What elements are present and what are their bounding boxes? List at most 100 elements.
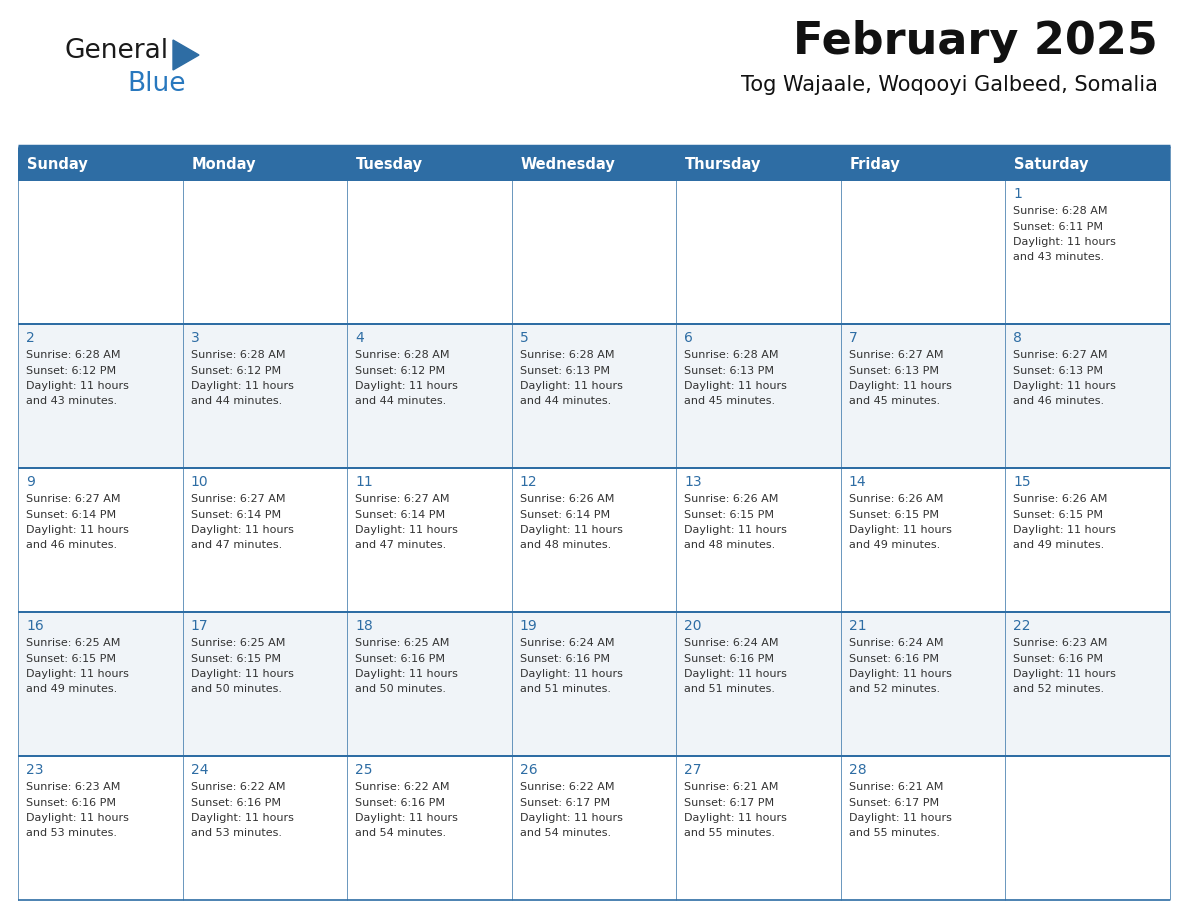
Text: 6: 6 <box>684 331 693 345</box>
Bar <box>347 148 512 180</box>
Text: Sunrise: 6:23 AM: Sunrise: 6:23 AM <box>1013 638 1107 648</box>
Bar <box>347 756 512 900</box>
Bar <box>183 756 347 900</box>
Text: 21: 21 <box>849 619 866 633</box>
Text: and 51 minutes.: and 51 minutes. <box>684 685 776 695</box>
Text: Sunrise: 6:28 AM: Sunrise: 6:28 AM <box>26 350 120 360</box>
Text: Sunrise: 6:28 AM: Sunrise: 6:28 AM <box>684 350 779 360</box>
Bar <box>183 324 347 468</box>
Bar <box>18 180 183 324</box>
Bar <box>841 612 1005 756</box>
Text: Daylight: 11 hours: Daylight: 11 hours <box>519 669 623 679</box>
Bar <box>18 148 183 180</box>
Text: Sunset: 6:14 PM: Sunset: 6:14 PM <box>355 509 446 520</box>
Text: Sunrise: 6:27 AM: Sunrise: 6:27 AM <box>1013 350 1108 360</box>
Text: Daylight: 11 hours: Daylight: 11 hours <box>1013 381 1117 391</box>
Text: Sunset: 6:14 PM: Sunset: 6:14 PM <box>26 509 116 520</box>
Text: and 44 minutes.: and 44 minutes. <box>190 397 282 407</box>
Text: Saturday: Saturday <box>1015 156 1089 172</box>
Text: and 43 minutes.: and 43 minutes. <box>1013 252 1105 263</box>
Text: 13: 13 <box>684 475 702 489</box>
Text: Sunrise: 6:26 AM: Sunrise: 6:26 AM <box>684 494 778 504</box>
Text: and 44 minutes.: and 44 minutes. <box>355 397 447 407</box>
Text: Daylight: 11 hours: Daylight: 11 hours <box>355 381 459 391</box>
Text: February 2025: February 2025 <box>794 20 1158 63</box>
Text: and 51 minutes.: and 51 minutes. <box>519 685 611 695</box>
Bar <box>18 612 183 756</box>
Text: Wednesday: Wednesday <box>520 156 615 172</box>
Text: Sunset: 6:16 PM: Sunset: 6:16 PM <box>1013 654 1104 664</box>
Text: Sunrise: 6:27 AM: Sunrise: 6:27 AM <box>26 494 120 504</box>
Text: Daylight: 11 hours: Daylight: 11 hours <box>849 669 952 679</box>
Text: Daylight: 11 hours: Daylight: 11 hours <box>519 381 623 391</box>
Text: Sunrise: 6:28 AM: Sunrise: 6:28 AM <box>519 350 614 360</box>
Bar <box>1005 324 1170 468</box>
Text: and 47 minutes.: and 47 minutes. <box>355 541 447 551</box>
Text: Sunrise: 6:21 AM: Sunrise: 6:21 AM <box>684 782 778 792</box>
Text: Sunset: 6:15 PM: Sunset: 6:15 PM <box>26 654 116 664</box>
Bar <box>347 324 512 468</box>
Text: Sunset: 6:17 PM: Sunset: 6:17 PM <box>519 798 609 808</box>
Text: 24: 24 <box>190 763 208 777</box>
Bar <box>347 612 512 756</box>
Text: 12: 12 <box>519 475 537 489</box>
Text: 3: 3 <box>190 331 200 345</box>
Text: Sunrise: 6:28 AM: Sunrise: 6:28 AM <box>355 350 449 360</box>
Text: Sunset: 6:14 PM: Sunset: 6:14 PM <box>190 509 280 520</box>
Text: Sunrise: 6:24 AM: Sunrise: 6:24 AM <box>519 638 614 648</box>
Text: and 46 minutes.: and 46 minutes. <box>26 541 118 551</box>
Text: 16: 16 <box>26 619 44 633</box>
Text: Sunset: 6:16 PM: Sunset: 6:16 PM <box>355 798 446 808</box>
Text: 27: 27 <box>684 763 702 777</box>
Text: Sunrise: 6:22 AM: Sunrise: 6:22 AM <box>519 782 614 792</box>
Bar <box>18 468 183 612</box>
Text: Daylight: 11 hours: Daylight: 11 hours <box>1013 669 1117 679</box>
Text: Sunset: 6:14 PM: Sunset: 6:14 PM <box>519 509 609 520</box>
Bar <box>18 324 183 468</box>
Text: 1: 1 <box>1013 187 1023 201</box>
Text: Sunset: 6:16 PM: Sunset: 6:16 PM <box>519 654 609 664</box>
Text: Sunrise: 6:27 AM: Sunrise: 6:27 AM <box>190 494 285 504</box>
Text: Daylight: 11 hours: Daylight: 11 hours <box>190 381 293 391</box>
Text: Sunset: 6:16 PM: Sunset: 6:16 PM <box>849 654 939 664</box>
Text: Sunset: 6:15 PM: Sunset: 6:15 PM <box>684 509 775 520</box>
Text: Sunset: 6:13 PM: Sunset: 6:13 PM <box>519 365 609 375</box>
Bar <box>841 148 1005 180</box>
Bar <box>183 612 347 756</box>
Bar <box>18 756 183 900</box>
Text: Sunset: 6:16 PM: Sunset: 6:16 PM <box>190 798 280 808</box>
Text: Sunset: 6:13 PM: Sunset: 6:13 PM <box>849 365 939 375</box>
Text: Sunrise: 6:26 AM: Sunrise: 6:26 AM <box>849 494 943 504</box>
Text: and 50 minutes.: and 50 minutes. <box>355 685 447 695</box>
Text: 11: 11 <box>355 475 373 489</box>
Text: 20: 20 <box>684 619 702 633</box>
Text: General: General <box>65 38 169 64</box>
Text: Daylight: 11 hours: Daylight: 11 hours <box>1013 525 1117 535</box>
Text: and 55 minutes.: and 55 minutes. <box>684 829 776 838</box>
Text: Sunset: 6:11 PM: Sunset: 6:11 PM <box>1013 221 1104 231</box>
Text: Sunrise: 6:26 AM: Sunrise: 6:26 AM <box>519 494 614 504</box>
Text: Daylight: 11 hours: Daylight: 11 hours <box>355 669 459 679</box>
Text: Daylight: 11 hours: Daylight: 11 hours <box>849 525 952 535</box>
Bar <box>347 180 512 324</box>
Bar <box>676 756 841 900</box>
Text: and 43 minutes.: and 43 minutes. <box>26 397 118 407</box>
Text: Sunrise: 6:22 AM: Sunrise: 6:22 AM <box>190 782 285 792</box>
Text: and 48 minutes.: and 48 minutes. <box>519 541 611 551</box>
Bar <box>676 180 841 324</box>
Bar <box>676 324 841 468</box>
Bar <box>183 180 347 324</box>
Text: 19: 19 <box>519 619 537 633</box>
Text: Daylight: 11 hours: Daylight: 11 hours <box>190 813 293 823</box>
Text: 10: 10 <box>190 475 208 489</box>
Bar <box>1005 756 1170 900</box>
Bar <box>1005 148 1170 180</box>
Bar <box>183 148 347 180</box>
Text: Daylight: 11 hours: Daylight: 11 hours <box>684 669 788 679</box>
Text: Thursday: Thursday <box>685 156 762 172</box>
Text: Sunset: 6:16 PM: Sunset: 6:16 PM <box>26 798 116 808</box>
Text: Sunset: 6:17 PM: Sunset: 6:17 PM <box>684 798 775 808</box>
Text: and 52 minutes.: and 52 minutes. <box>849 685 940 695</box>
Text: Daylight: 11 hours: Daylight: 11 hours <box>849 813 952 823</box>
Text: and 50 minutes.: and 50 minutes. <box>190 685 282 695</box>
